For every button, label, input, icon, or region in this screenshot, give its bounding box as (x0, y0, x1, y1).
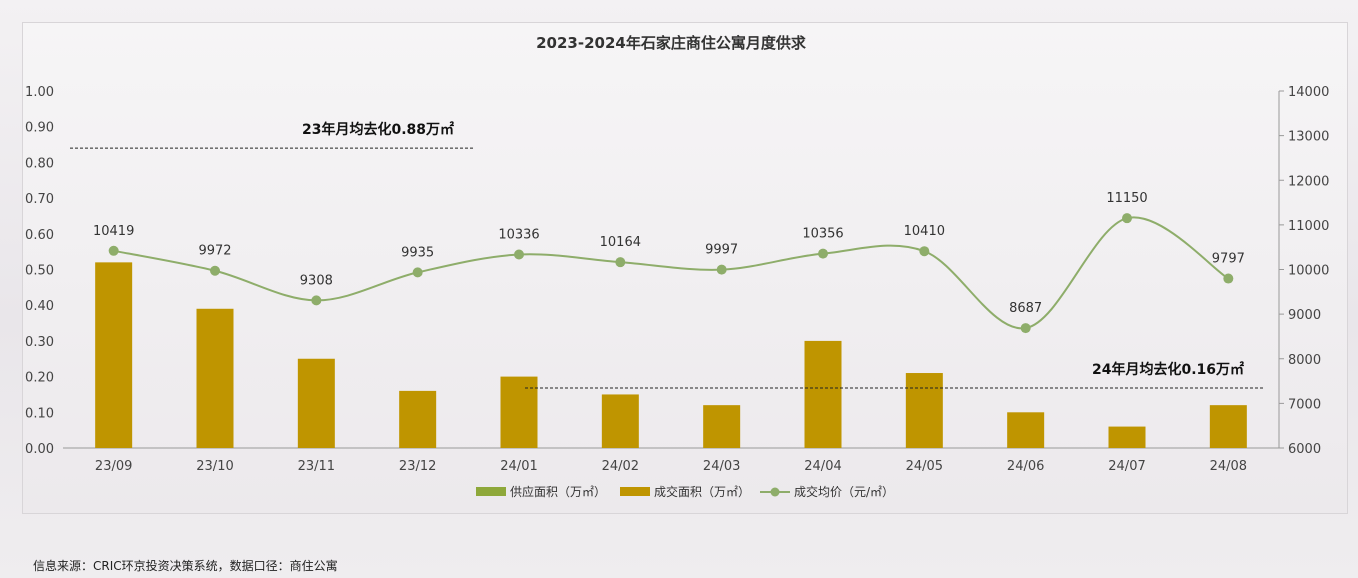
legend: 供应面积（万㎡） 成交面积（万㎡） 成交均价（元/㎡） (476, 484, 894, 499)
avg-price-point (210, 265, 220, 276)
right-axis-tick-label: 13000 (1288, 130, 1329, 145)
deal-area-bar (196, 308, 234, 448)
right-axis-tick-label: 10000 (1288, 264, 1329, 279)
x-axis: 23/09 23/10 23/11 23/12 24/01 24/02 24/03 24/04… (63, 447, 1279, 474)
avg-price-point (311, 295, 322, 306)
left-axis-tick-label: 0.20 (25, 371, 54, 386)
avg-price-data-label: 10419 (93, 224, 134, 239)
line-series: 10419 9972 9308 9935 10336 10164 9997 10356 1041… (93, 191, 1245, 334)
legend-supply-swatch (476, 487, 506, 496)
avg-price-data-label: 11150 (1106, 191, 1147, 206)
left-axis-tick-label: 0.60 (25, 228, 54, 243)
right-axis-tick-label: 6000 (1288, 442, 1321, 457)
avg-price-point (1020, 323, 1031, 334)
avg-price-data-label: 8687 (1009, 301, 1042, 316)
right-axis-tick-label: 7000 (1288, 397, 1321, 412)
avg-price-point (818, 248, 828, 259)
x-axis-tick-label: 24/02 (602, 459, 639, 474)
avg-price-data-label: 9797 (1212, 252, 1245, 267)
avg-price-point (412, 267, 423, 278)
deal-area-bar (95, 262, 133, 448)
x-axis-tick-label: 24/08 (1210, 459, 1247, 474)
avg-price-point (514, 249, 524, 260)
left-axis-tick-label: 0.40 (25, 299, 54, 314)
deal-area-bar (601, 394, 639, 448)
legend-price-marker (770, 487, 780, 497)
deal-area-bar (500, 376, 538, 448)
deal-area-bar (905, 373, 943, 448)
avg-price-data-label: 10164 (600, 235, 641, 250)
left-axis-tick-label: 0.50 (25, 264, 54, 279)
right-axis-tick-label: 12000 (1288, 174, 1329, 189)
avg-price-data-label: 9972 (198, 244, 231, 259)
left-axis-tick-label: 0.30 (25, 335, 54, 350)
average-annotation-label: 23年月均去化0.88万㎡ (302, 121, 454, 138)
left-axis: 0.00 0.10 0.20 0.30 0.40 0.50 0.60 0.70 0.80 0.90… (25, 85, 54, 457)
avg-price-data-label: 10336 (498, 228, 539, 243)
avg-price-point (1223, 273, 1234, 284)
avg-price-point (716, 264, 727, 275)
x-axis-tick-label: 23/10 (196, 459, 233, 474)
right-axis: 6000 7000 8000 9000 10000 11000 12000 13000 1400… (1278, 85, 1329, 457)
left-axis-tick-label: 1.00 (25, 85, 54, 100)
avg-price-data-label: 10356 (802, 227, 843, 242)
x-axis-tick-label: 24/04 (804, 459, 841, 474)
data-source-note: 信息来源：CRIC环京投资决策系统，数据口径：商住公寓 (33, 559, 338, 573)
deal-area-bar (297, 358, 335, 448)
left-axis-tick-label: 0.80 (25, 156, 54, 171)
legend-deal-label: 成交面积（万㎡） (654, 484, 750, 499)
avg-price-data-label: 9935 (401, 245, 434, 260)
legend-deal-swatch (620, 487, 650, 496)
right-axis-tick-label: 14000 (1288, 85, 1329, 100)
deal-area-bar (1108, 426, 1146, 448)
annotations: 23年月均去化0.88万㎡ 24年月均去化0.16万㎡ (70, 121, 1265, 389)
avg-price-point (108, 245, 119, 256)
right-axis-tick-label: 9000 (1288, 308, 1321, 323)
left-axis-tick-label: 0.90 (25, 121, 54, 136)
chart-title: 2023-2024年石家庄商住公寓月度供求 (536, 34, 807, 52)
deal-area-bar (399, 390, 437, 448)
x-axis-tick-label: 24/06 (1007, 459, 1044, 474)
deal-area-bar (703, 405, 741, 448)
x-axis-tick-label: 24/05 (906, 459, 943, 474)
x-axis-tick-label: 24/01 (500, 459, 537, 474)
avg-price-data-label: 9997 (705, 243, 738, 258)
average-annotation-label: 24年月均去化0.16万㎡ (1092, 361, 1244, 378)
legend-supply-label: 供应面积（万㎡） (510, 484, 606, 499)
x-axis-tick-label: 24/07 (1108, 459, 1145, 474)
x-axis-tick-label: 24/03 (703, 459, 740, 474)
right-axis-tick-label: 8000 (1288, 353, 1321, 368)
avg-price-point (615, 257, 626, 268)
x-axis-tick-label: 23/11 (298, 459, 335, 474)
avg-price-point (1122, 213, 1132, 224)
left-axis-tick-label: 0.70 (25, 192, 54, 207)
left-axis-tick-label: 0.10 (25, 406, 54, 421)
deal-area-bar (1209, 405, 1247, 448)
avg-price-point (919, 246, 930, 257)
x-axis-tick-label: 23/09 (95, 459, 132, 474)
deal-area-bar (1007, 412, 1045, 448)
left-axis-tick-label: 0.00 (25, 442, 54, 457)
bar-series (95, 262, 1247, 448)
x-axis-tick-label: 23/12 (399, 459, 436, 474)
legend-price-label: 成交均价（元/㎡） (794, 484, 894, 499)
avg-price-data-label: 10410 (904, 224, 945, 239)
right-axis-tick-label: 11000 (1288, 219, 1329, 234)
deal-area-bar (804, 340, 842, 448)
avg-price-data-label: 9308 (300, 273, 333, 288)
avg-price-line (113, 216, 1229, 330)
